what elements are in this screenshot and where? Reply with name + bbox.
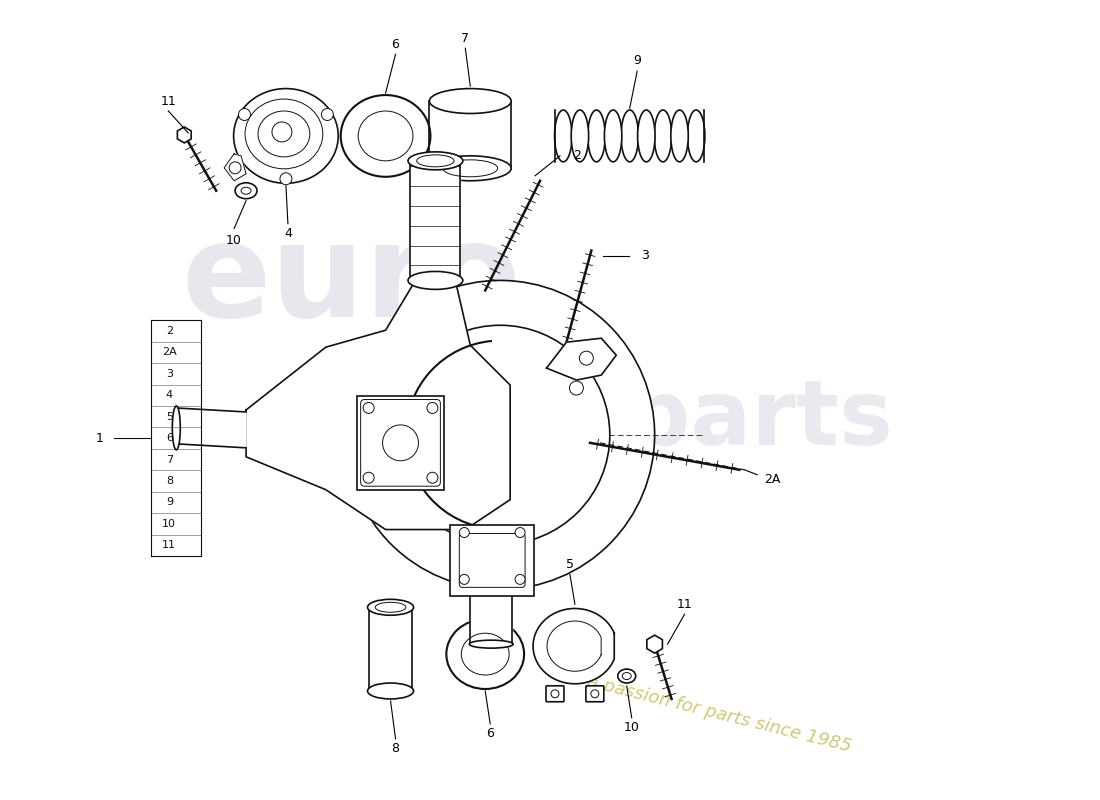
Text: 9: 9 xyxy=(166,498,173,507)
FancyBboxPatch shape xyxy=(460,534,525,587)
Circle shape xyxy=(580,351,593,365)
Ellipse shape xyxy=(671,110,689,162)
Text: 7: 7 xyxy=(166,454,173,465)
Polygon shape xyxy=(547,338,616,380)
Text: 4: 4 xyxy=(166,390,173,400)
Ellipse shape xyxy=(375,602,406,612)
Text: 7: 7 xyxy=(461,32,470,45)
Polygon shape xyxy=(177,127,191,143)
Circle shape xyxy=(229,162,241,174)
Ellipse shape xyxy=(638,110,656,162)
Text: 3: 3 xyxy=(641,249,649,262)
Circle shape xyxy=(427,402,438,414)
Text: 9: 9 xyxy=(634,54,641,66)
Text: 11: 11 xyxy=(163,540,176,550)
FancyBboxPatch shape xyxy=(586,686,604,702)
Text: 11: 11 xyxy=(161,94,176,107)
Ellipse shape xyxy=(245,99,322,169)
Text: 8: 8 xyxy=(166,476,173,486)
Polygon shape xyxy=(246,281,510,530)
Text: 11: 11 xyxy=(676,598,692,610)
Ellipse shape xyxy=(443,160,497,177)
Text: 10: 10 xyxy=(227,234,242,247)
Text: 5: 5 xyxy=(166,412,173,422)
Text: a passion for parts since 1985: a passion for parts since 1985 xyxy=(585,672,854,755)
Circle shape xyxy=(383,425,418,461)
Text: 4: 4 xyxy=(284,227,292,240)
Text: 2A: 2A xyxy=(162,347,177,358)
FancyBboxPatch shape xyxy=(356,395,444,490)
Circle shape xyxy=(272,122,292,142)
Ellipse shape xyxy=(688,110,705,162)
Circle shape xyxy=(363,472,374,483)
FancyBboxPatch shape xyxy=(450,525,535,596)
Circle shape xyxy=(515,574,525,584)
Circle shape xyxy=(239,109,251,121)
Circle shape xyxy=(345,281,654,590)
Ellipse shape xyxy=(621,110,638,162)
Ellipse shape xyxy=(417,155,454,167)
Text: 8: 8 xyxy=(392,742,399,755)
Circle shape xyxy=(279,173,292,185)
Text: 2: 2 xyxy=(573,150,581,162)
Ellipse shape xyxy=(408,271,463,290)
Polygon shape xyxy=(410,161,460,281)
Text: 2: 2 xyxy=(166,326,173,336)
Text: 6: 6 xyxy=(486,727,494,740)
Ellipse shape xyxy=(604,110,622,162)
Ellipse shape xyxy=(241,187,251,194)
Polygon shape xyxy=(471,584,513,644)
Ellipse shape xyxy=(341,95,430,177)
Polygon shape xyxy=(224,154,246,181)
Ellipse shape xyxy=(587,110,605,162)
Ellipse shape xyxy=(359,111,412,161)
Text: carparts: carparts xyxy=(466,376,892,464)
Ellipse shape xyxy=(571,110,588,162)
Ellipse shape xyxy=(618,669,636,683)
Ellipse shape xyxy=(173,406,180,450)
Ellipse shape xyxy=(367,683,414,699)
Ellipse shape xyxy=(429,89,512,114)
Circle shape xyxy=(515,527,525,538)
Circle shape xyxy=(551,690,559,698)
Ellipse shape xyxy=(258,111,310,157)
Circle shape xyxy=(570,381,583,395)
Text: 5: 5 xyxy=(565,558,574,571)
Circle shape xyxy=(460,527,470,538)
Circle shape xyxy=(321,109,333,121)
Ellipse shape xyxy=(461,633,509,675)
Ellipse shape xyxy=(554,110,572,162)
Ellipse shape xyxy=(470,640,513,648)
Polygon shape xyxy=(534,609,614,684)
Circle shape xyxy=(390,326,609,545)
Text: 3: 3 xyxy=(166,369,173,379)
Ellipse shape xyxy=(623,673,631,679)
Circle shape xyxy=(363,402,374,414)
Text: 6: 6 xyxy=(392,38,399,50)
Text: 1: 1 xyxy=(96,432,103,445)
Ellipse shape xyxy=(367,599,414,615)
FancyBboxPatch shape xyxy=(546,686,564,702)
Ellipse shape xyxy=(429,156,512,181)
Text: 2A: 2A xyxy=(764,474,781,486)
Circle shape xyxy=(427,472,438,483)
Ellipse shape xyxy=(408,152,463,170)
Text: 6: 6 xyxy=(166,433,173,443)
FancyBboxPatch shape xyxy=(361,399,440,486)
Polygon shape xyxy=(647,635,662,653)
Circle shape xyxy=(591,690,598,698)
Ellipse shape xyxy=(654,110,672,162)
Polygon shape xyxy=(176,408,246,448)
Text: 10: 10 xyxy=(624,722,640,734)
Ellipse shape xyxy=(233,89,338,183)
Circle shape xyxy=(460,574,470,584)
Ellipse shape xyxy=(447,619,524,689)
Text: 10: 10 xyxy=(163,519,176,529)
Text: euro: euro xyxy=(182,217,520,344)
Ellipse shape xyxy=(235,182,257,198)
Polygon shape xyxy=(368,607,412,691)
